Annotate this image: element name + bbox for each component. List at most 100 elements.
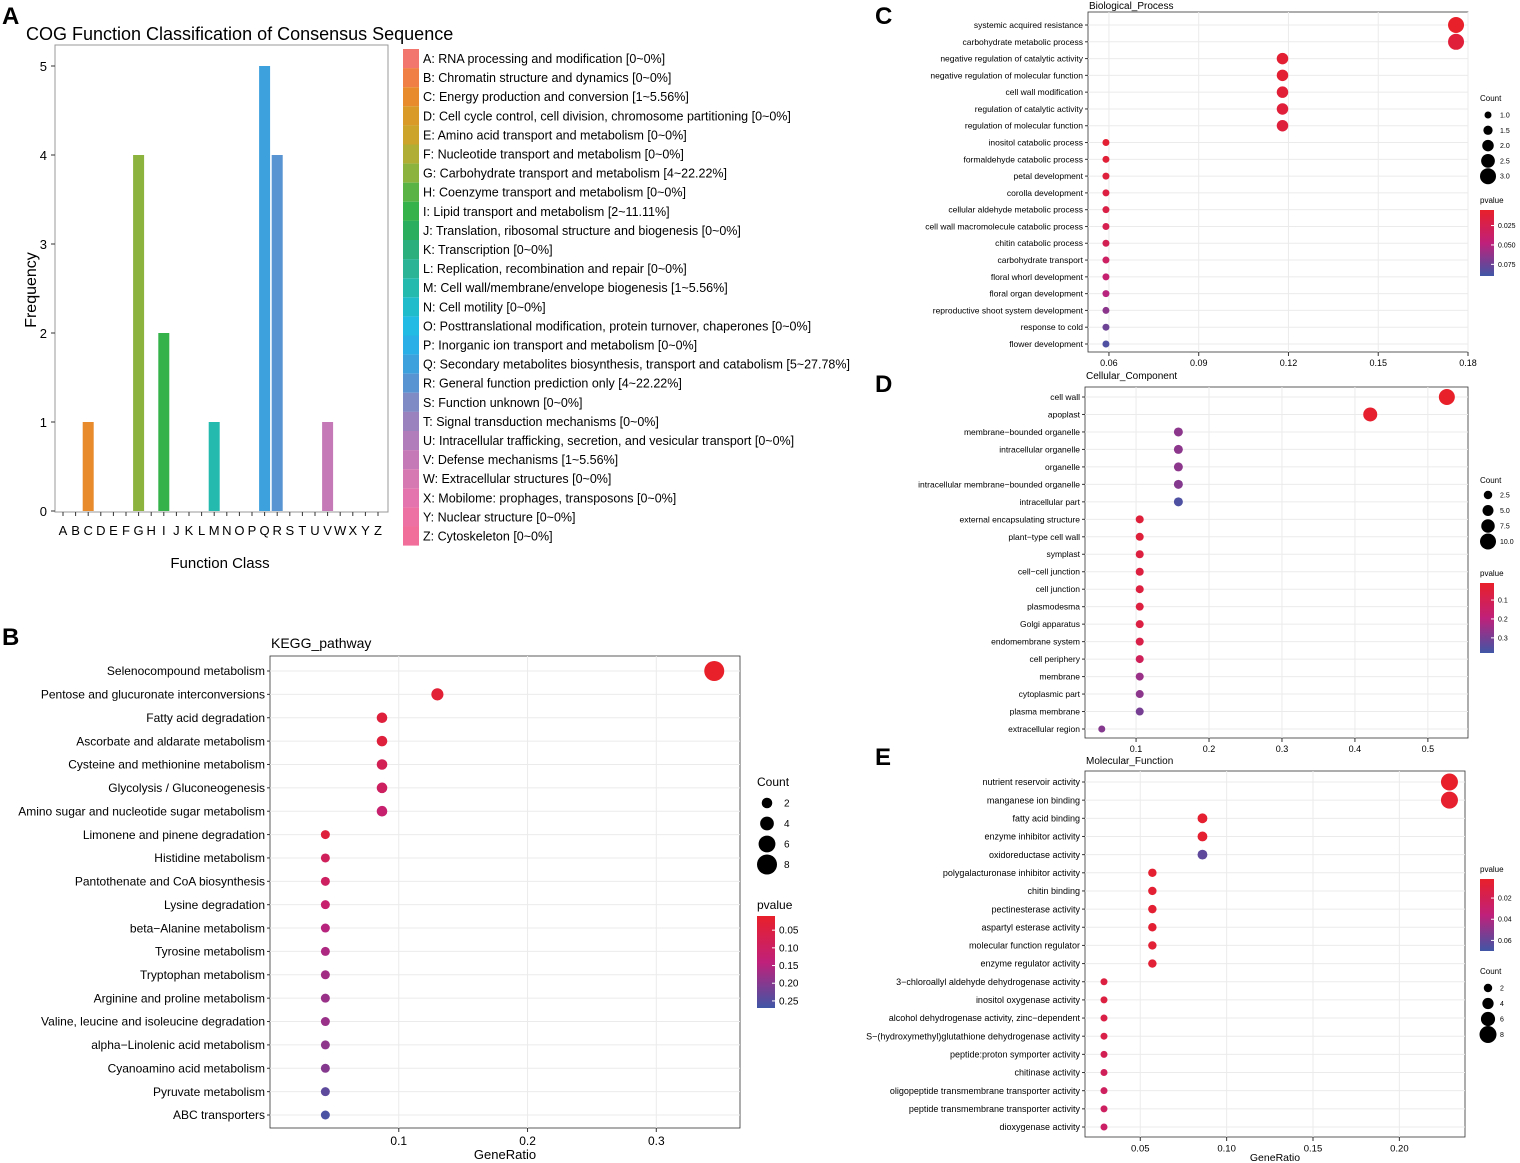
term-dot	[1135, 602, 1144, 611]
pvalue-tick-label: 0.06	[1498, 938, 1512, 945]
term-label: Glycolysis / Gluconeogenesis	[108, 781, 265, 795]
x-tick-label: B	[71, 523, 80, 538]
term-label: cytoplasmic part	[1019, 689, 1081, 699]
legend-label: J: Translation, ribosomal structure and …	[423, 224, 741, 238]
term-dot	[1102, 206, 1110, 214]
x-tick-label: F	[122, 523, 130, 538]
term-dot	[1148, 868, 1157, 878]
pvalue-tick-label: 0.02	[1498, 896, 1512, 903]
y-tick-label: 1	[40, 415, 47, 430]
panel-letter-d: D	[875, 371, 892, 398]
x-tick-label: 0.18	[1459, 358, 1477, 368]
pvalue-tick-label: 0.3	[1498, 635, 1508, 642]
kegg-dot-plot: KEGG_pathway 0.1 0.2 0.3 GeneRatio Selenocomp…	[18, 635, 799, 1162]
term-dot	[1102, 189, 1110, 197]
term-label: cell−cell junction	[1018, 567, 1080, 577]
term-label: alpha−Linolenic acid metabolism	[91, 1038, 265, 1052]
x-tick-label: 0.5	[1422, 744, 1435, 754]
plot-area	[269, 655, 741, 1129]
legend-label: I: Lipid transport and metabolism [2~11.…	[423, 205, 670, 219]
term-dot	[1102, 323, 1110, 331]
term-dot	[320, 970, 330, 980]
x-tick-label: 0.12	[1280, 358, 1298, 368]
term-label: intracellular membrane−bounded organelle	[918, 479, 1080, 489]
panel-letter-a: A	[2, 3, 19, 30]
pvalue-colorbar	[1480, 879, 1494, 951]
term-dot	[320, 1110, 330, 1120]
term-dot	[320, 1063, 330, 1073]
x-tick-label: S	[285, 523, 294, 538]
term-label: ABC transporters	[173, 1108, 265, 1122]
term-dot	[320, 1017, 330, 1027]
count-legend-dot	[757, 854, 777, 875]
term-dot	[1100, 1032, 1108, 1040]
legend-label: Q: Secondary metabolites biosynthesis, t…	[423, 358, 850, 372]
term-label: cell wall	[1050, 392, 1080, 402]
x-tick-label: R	[273, 523, 282, 538]
term-label: chitinase activity	[1014, 1068, 1080, 1078]
term-dot	[1100, 1105, 1108, 1113]
term-dot	[376, 805, 388, 817]
term-dot	[1197, 849, 1208, 860]
x-tick-label: 0.20	[1390, 1144, 1409, 1155]
plot-title: Molecular_Function	[1086, 756, 1173, 767]
term-dot	[1102, 340, 1110, 348]
term-dot	[1148, 959, 1157, 968]
legend-label: Z: Cytoskeleton [0~0%]	[423, 530, 553, 544]
term-dot	[1135, 567, 1144, 576]
x-axis-label: GeneRatio	[474, 1147, 536, 1162]
y-tick-label: 4	[40, 148, 47, 163]
panel-letter-b: B	[2, 624, 19, 651]
molecular-function-dot-plot: Molecular_Function 0.05 0.10 0.15 0.20 GeneRa…	[866, 756, 1512, 1163]
term-dot	[376, 735, 388, 747]
term-label: Cyanoamino acid metabolism	[108, 1061, 265, 1075]
legend-label: F: Nucleotide transport and metabolism […	[423, 148, 684, 162]
legend-swatch	[403, 125, 419, 145]
term-label: Tyrosine metabolism	[155, 945, 265, 959]
term-label: carbohydrate transport	[997, 255, 1083, 265]
term-label: Fatty acid degradation	[146, 711, 265, 725]
term-label: petal development	[1014, 171, 1084, 181]
term-dot	[1100, 996, 1108, 1004]
pvalue-tick-label: 0.050	[1498, 242, 1516, 249]
legend-swatch	[403, 469, 419, 489]
term-label: enzyme inhibitor activity	[984, 832, 1080, 842]
term-label: floral whorl development	[991, 272, 1084, 282]
term-dot	[1173, 427, 1183, 437]
legend-label: M: Cell wall/membrane/envelope biogenesi…	[423, 281, 728, 295]
bar-i	[158, 333, 170, 511]
term-label: chitin binding	[1027, 886, 1080, 896]
legend-label: W: Extracellular structures [0~0%]	[423, 472, 611, 486]
term-dot	[1148, 923, 1157, 932]
term-dot	[376, 782, 388, 794]
legend-swatch	[403, 278, 419, 298]
term-dot	[1102, 306, 1110, 314]
legend-swatch	[403, 106, 419, 126]
term-label: regulation of catalytic activity	[975, 104, 1084, 114]
term-dot	[320, 830, 330, 840]
cellular-component-dot-plot: Cellular_Component 0.1 0.2 0.3 0.4 0.5 cell wa…	[918, 371, 1514, 754]
term-dot	[1100, 1050, 1108, 1058]
count-legend-title: Count	[1480, 476, 1502, 485]
term-label: inositol oxygenase activity	[976, 995, 1081, 1005]
term-dot	[1276, 86, 1289, 98]
term-label: Valine, leucine and isoleucine degradati…	[41, 1015, 265, 1029]
term-dot	[1135, 637, 1144, 646]
term-label: Amino sugar and nucleotide sugar metabol…	[18, 804, 265, 818]
pvalue-legend-title: pvalue	[757, 898, 793, 912]
count-legend-dot	[1483, 983, 1493, 993]
count-legend-dot	[1479, 1026, 1497, 1043]
term-dot	[1135, 672, 1144, 681]
y-tick-label: 5	[40, 59, 47, 74]
term-dot	[1197, 831, 1208, 842]
term-label: 3−chloroallyl aldehyde dehydrogenase act…	[896, 977, 1080, 987]
term-label: Tryptophan metabolism	[140, 968, 265, 982]
term-dot	[376, 759, 388, 770]
x-tick-label: K	[185, 523, 194, 538]
x-tick-label: Q	[260, 523, 270, 538]
term-label: plasmodesma	[1027, 602, 1080, 612]
term-dot	[1173, 462, 1183, 472]
term-dot	[1173, 497, 1183, 507]
pvalue-tick-label: 0.05	[779, 926, 799, 937]
term-label: symplast	[1046, 549, 1080, 559]
